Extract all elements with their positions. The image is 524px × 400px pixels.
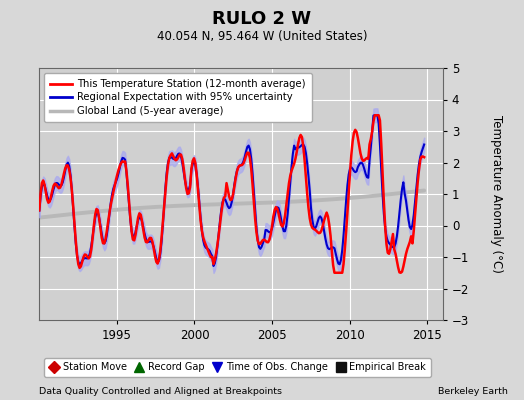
Legend: Station Move, Record Gap, Time of Obs. Change, Empirical Break: Station Move, Record Gap, Time of Obs. C… [44, 358, 431, 377]
Text: Berkeley Earth: Berkeley Earth [439, 387, 508, 396]
Text: Data Quality Controlled and Aligned at Breakpoints: Data Quality Controlled and Aligned at B… [39, 387, 282, 396]
Text: 40.054 N, 95.464 W (United States): 40.054 N, 95.464 W (United States) [157, 30, 367, 43]
Text: RULO 2 W: RULO 2 W [212, 10, 312, 28]
Y-axis label: Temperature Anomaly (°C): Temperature Anomaly (°C) [490, 115, 503, 273]
